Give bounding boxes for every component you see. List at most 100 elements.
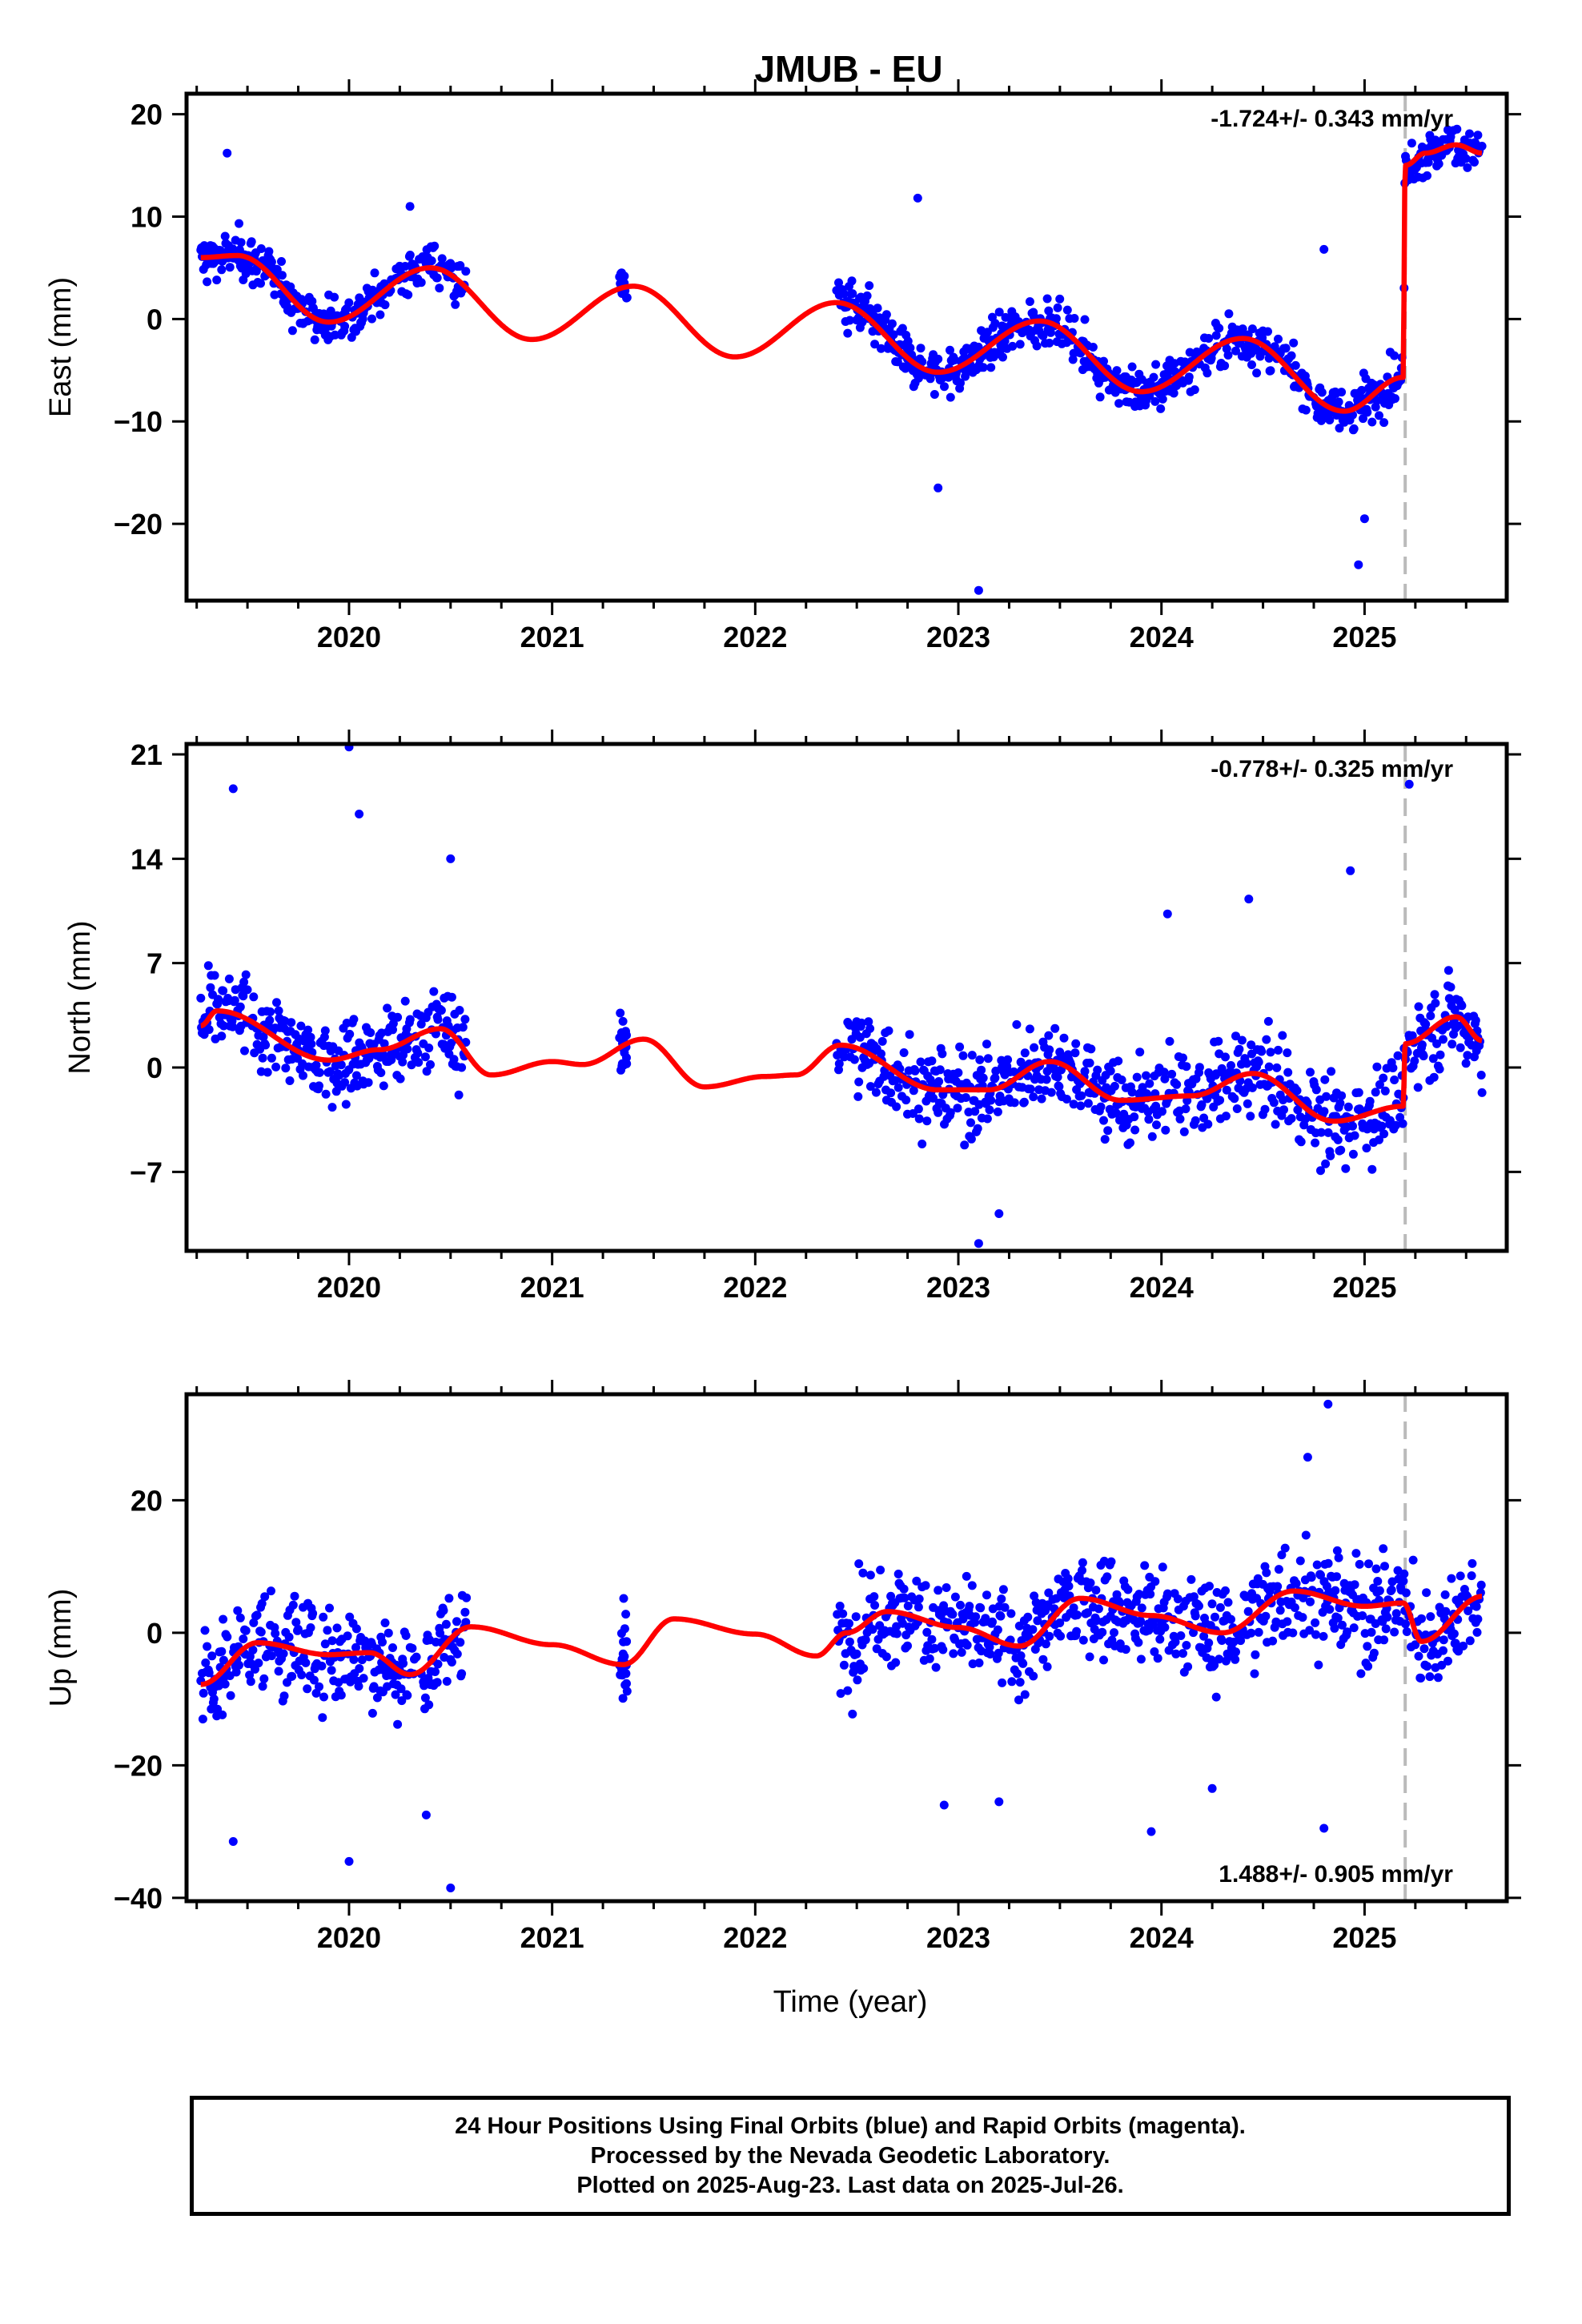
data-point	[359, 1674, 368, 1683]
data-point	[1325, 1605, 1335, 1614]
data-point	[1091, 1586, 1101, 1595]
outlier-point	[974, 585, 983, 595]
data-point	[444, 1594, 454, 1603]
data-point	[914, 1114, 924, 1124]
data-point	[994, 308, 1004, 317]
data-point	[1461, 154, 1471, 163]
data-point	[962, 1571, 971, 1581]
data-point	[916, 344, 926, 353]
data-point	[420, 1052, 430, 1062]
data-point	[1407, 1031, 1417, 1040]
data-point	[1371, 1564, 1381, 1574]
data-point	[256, 1627, 266, 1637]
data-point	[287, 326, 297, 336]
data-point	[401, 1630, 411, 1640]
x-tick-label: 2024	[1130, 1921, 1194, 1954]
data-point	[1334, 397, 1343, 407]
data-point	[1191, 1116, 1200, 1125]
data-point	[983, 1054, 993, 1063]
data-point	[1377, 1121, 1387, 1131]
data-point	[1410, 1056, 1419, 1066]
data-point	[1182, 1641, 1191, 1650]
data-point	[1350, 1580, 1359, 1590]
data-point	[1169, 388, 1178, 398]
outlier-point	[446, 1884, 456, 1892]
data-point	[320, 1026, 330, 1035]
data-point	[886, 1088, 896, 1098]
data-point	[462, 1593, 472, 1602]
data-point	[1408, 1555, 1418, 1565]
data-point	[1112, 1590, 1122, 1599]
data-point	[1221, 1112, 1231, 1121]
data-point	[1086, 1578, 1095, 1588]
data-point	[430, 241, 440, 251]
data-point	[1401, 1619, 1410, 1629]
data-point	[1327, 1067, 1336, 1076]
data-point	[327, 1636, 337, 1646]
data-point	[306, 1623, 315, 1632]
data-point	[868, 1625, 877, 1634]
data-point	[433, 1015, 443, 1024]
data-point	[1054, 1082, 1064, 1092]
data-point	[1401, 1588, 1411, 1598]
data-point	[1186, 1574, 1196, 1584]
data-point	[1357, 385, 1367, 395]
data-point	[1447, 1039, 1457, 1049]
outlier-point	[1354, 560, 1363, 569]
data-point	[1161, 1125, 1170, 1135]
data-point	[965, 1602, 974, 1611]
data-point	[252, 1610, 262, 1620]
data-point	[1470, 158, 1479, 167]
data-point	[1439, 1635, 1448, 1645]
data-point	[865, 1082, 875, 1092]
data-point	[1262, 1568, 1271, 1578]
data-point	[1199, 1631, 1209, 1641]
data-point	[367, 314, 376, 324]
data-point	[247, 237, 256, 247]
data-point	[948, 1610, 958, 1619]
data-point	[1189, 1628, 1198, 1638]
data-point	[1042, 1662, 1052, 1671]
outlier-point	[228, 1837, 238, 1846]
data-point	[1432, 1039, 1442, 1048]
data-point	[1203, 368, 1212, 378]
data-point	[925, 1654, 934, 1663]
data-point	[424, 1043, 434, 1053]
data-point	[1399, 1576, 1408, 1586]
data-point	[1072, 1626, 1082, 1636]
data-point	[378, 1638, 387, 1647]
data-point	[1160, 1622, 1170, 1632]
y-tick-label: 14	[130, 842, 163, 875]
data-point	[349, 1655, 359, 1664]
data-point	[988, 1617, 997, 1626]
data-point	[258, 1053, 267, 1063]
data-point	[1076, 1101, 1086, 1111]
data-point	[1425, 1672, 1435, 1682]
data-point	[239, 977, 249, 987]
outlier-point	[934, 483, 943, 493]
x-tick-label: 2022	[723, 1271, 787, 1304]
data-point	[310, 335, 319, 344]
data-point	[1464, 1606, 1473, 1615]
data-point	[913, 1602, 923, 1612]
y-axis-label: North (mm)	[63, 920, 97, 1074]
data-point	[1471, 1015, 1480, 1025]
data-point	[1435, 1064, 1444, 1074]
data-point	[380, 300, 390, 310]
data-point	[1336, 1145, 1346, 1155]
data-point	[271, 1629, 280, 1638]
data-point	[248, 1645, 258, 1655]
data-point	[913, 1104, 923, 1114]
data-point	[452, 1617, 461, 1626]
data-point	[1051, 1594, 1061, 1603]
data-point	[220, 1679, 230, 1689]
x-tick-label: 2021	[520, 1921, 584, 1954]
y-tick-label: 0	[147, 303, 163, 336]
data-point	[1316, 1166, 1325, 1176]
data-point	[1044, 1588, 1054, 1598]
data-point	[1323, 1558, 1333, 1568]
data-point	[1465, 1636, 1475, 1646]
data-point	[1287, 351, 1296, 360]
data-point	[398, 1057, 408, 1067]
data-point	[1007, 1677, 1017, 1687]
